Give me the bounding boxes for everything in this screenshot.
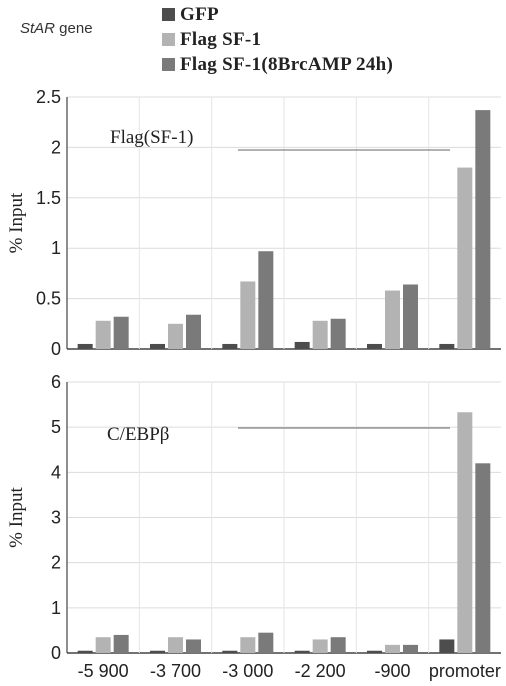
bar — [312, 320, 328, 349]
bar — [367, 343, 382, 349]
bar — [258, 251, 274, 349]
legend-swatch — [162, 33, 175, 46]
bar — [385, 644, 400, 653]
bar — [113, 316, 129, 349]
legend: GFP Flag SF-1 Flag SF-1(8BrcAMP 24h) — [162, 2, 393, 77]
legend-label: Flag SF-1 — [180, 28, 262, 50]
bar — [150, 650, 165, 653]
bar — [150, 343, 165, 349]
gene-suffix: gene — [55, 20, 93, 37]
bar — [457, 412, 473, 653]
bar — [367, 650, 382, 653]
bar — [457, 167, 473, 349]
x-tick-label: -3 700 — [150, 661, 201, 681]
bar — [222, 343, 238, 349]
bar — [168, 323, 183, 349]
y-axis-title: % Input — [6, 486, 27, 547]
bar — [258, 632, 274, 653]
y-tick-label: 1 — [51, 598, 61, 618]
legend-item: Flag SF-1 — [162, 27, 393, 52]
x-tick-label: -2 200 — [295, 661, 346, 681]
y-tick-label: 1 — [51, 238, 61, 258]
x-tick-label: -900 — [374, 661, 410, 681]
legend-item: Flag SF-1(8BrcAMP 24h) — [162, 52, 393, 77]
bar — [439, 343, 455, 349]
bar — [312, 639, 328, 653]
y-tick-label: 0 — [51, 643, 61, 663]
bar — [113, 634, 129, 653]
y-tick-label: 3 — [51, 508, 61, 528]
y-tick-label: 2 — [51, 137, 61, 157]
bar — [330, 637, 346, 653]
bar — [294, 341, 310, 349]
legend-item: GFP — [162, 2, 393, 27]
bar — [439, 639, 455, 653]
y-tick-label: 2.5 — [36, 87, 61, 107]
bar — [186, 639, 201, 653]
y-tick-label: 4 — [51, 462, 61, 482]
bar — [294, 650, 310, 653]
gene-label: StAR gene — [20, 20, 93, 37]
legend-label: GFP — [180, 3, 219, 25]
bar — [403, 644, 418, 653]
bar — [168, 637, 183, 653]
x-tick-label: -5 900 — [78, 661, 129, 681]
legend-swatch — [162, 8, 175, 21]
bar — [77, 343, 93, 349]
y-axis-title: % Input — [6, 192, 27, 253]
bar — [186, 314, 201, 349]
y-tick-label: 2 — [51, 553, 61, 573]
bar — [403, 284, 418, 349]
y-tick-label: 1.5 — [36, 188, 61, 208]
bar — [330, 318, 346, 349]
bar — [475, 110, 491, 349]
legend-label: Flag SF-1(8BrcAMP 24h) — [180, 53, 394, 75]
y-tick-label: 5 — [51, 417, 61, 437]
bar — [222, 650, 238, 653]
gene-name: StAR — [20, 20, 56, 37]
bar — [77, 650, 93, 653]
y-tick-label: 0 — [51, 339, 61, 359]
y-tick-label: 6 — [51, 372, 61, 392]
bar — [240, 281, 256, 349]
bar — [385, 290, 400, 349]
bar — [95, 637, 111, 653]
x-tick-label: promoter — [429, 661, 501, 681]
panel-label: C/EBPβ — [107, 424, 169, 445]
bar — [95, 320, 111, 349]
bar — [475, 463, 491, 653]
y-tick-label: 0.5 — [36, 289, 61, 309]
x-tick-label: -3 000 — [222, 661, 273, 681]
panel-label: Flag(SF-1) — [110, 127, 193, 148]
legend-swatch — [162, 58, 175, 71]
bar — [240, 637, 256, 653]
